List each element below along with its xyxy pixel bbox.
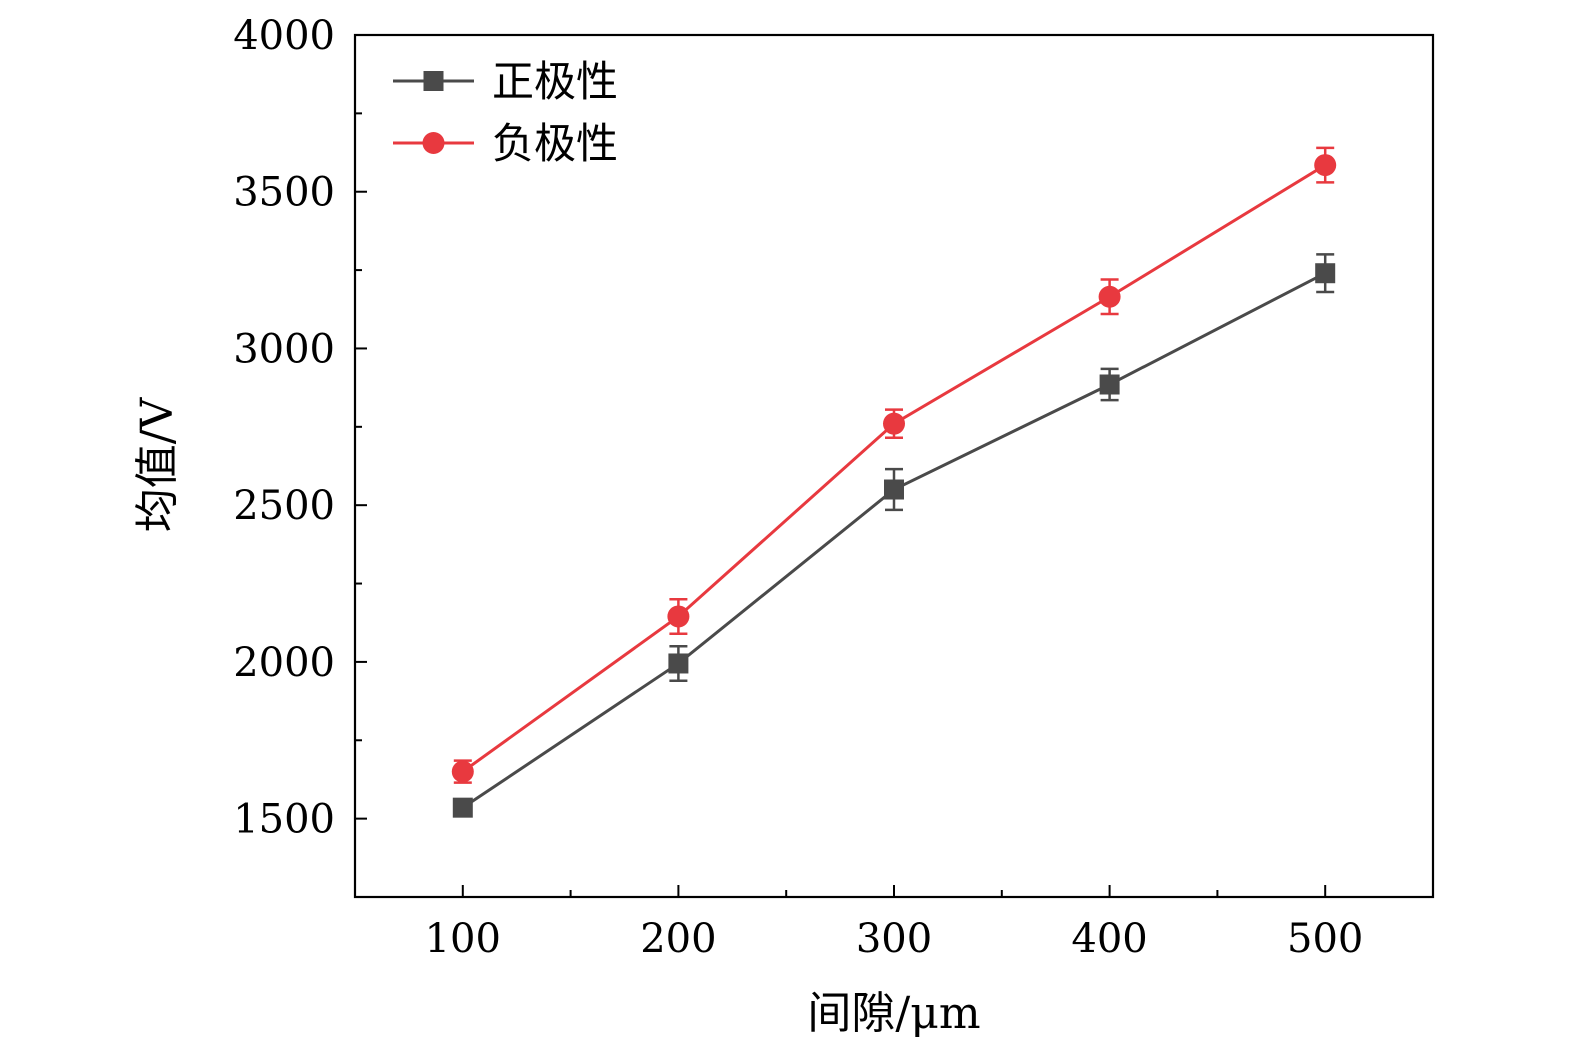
x-tick-label: 100: [425, 916, 501, 962]
y-tick-label: 3000: [233, 326, 335, 372]
data-point: [452, 797, 473, 818]
data-point: [667, 605, 690, 628]
x-tick-label: 500: [1287, 916, 1363, 962]
x-tick-label: 400: [1071, 916, 1147, 962]
series-line: [461, 271, 1326, 809]
y-tick-label: 3500: [233, 170, 335, 216]
data-point: [451, 760, 474, 783]
x-tick-label: 300: [856, 916, 932, 962]
legend-label: 正极性: [492, 57, 618, 106]
series-layer: [451, 146, 1337, 818]
legend-marker: [422, 132, 445, 154]
data-point: [883, 412, 905, 435]
series-2: [451, 146, 1337, 784]
data-point: [884, 479, 904, 500]
y-axis-label: 均值/V: [132, 396, 183, 532]
y-axis-ticks: 1500 2000 2500 3000 3500 4000: [233, 13, 367, 843]
data-point: [1314, 154, 1337, 177]
legend-item-2: 负极性: [393, 119, 618, 168]
y-tick-label: 1500: [233, 797, 335, 843]
legend-marker: [423, 71, 444, 91]
data-point: [1315, 263, 1336, 284]
data-point: [668, 653, 689, 674]
series-1: [452, 253, 1336, 818]
data-point: [1098, 285, 1121, 308]
y-tick-label: 4000: [233, 13, 335, 59]
y-tick-label: 2500: [233, 483, 335, 529]
y-tick-label: 2000: [233, 640, 335, 686]
legend-item-1: 正极性: [393, 57, 618, 106]
x-axis-ticks: 100 200 300 400 500: [425, 885, 1363, 962]
x-tick-label: 200: [640, 916, 716, 962]
x-axis-label: 间隙/μm: [807, 988, 980, 1039]
legend-label: 负极性: [492, 119, 618, 168]
data-point: [1099, 374, 1120, 395]
